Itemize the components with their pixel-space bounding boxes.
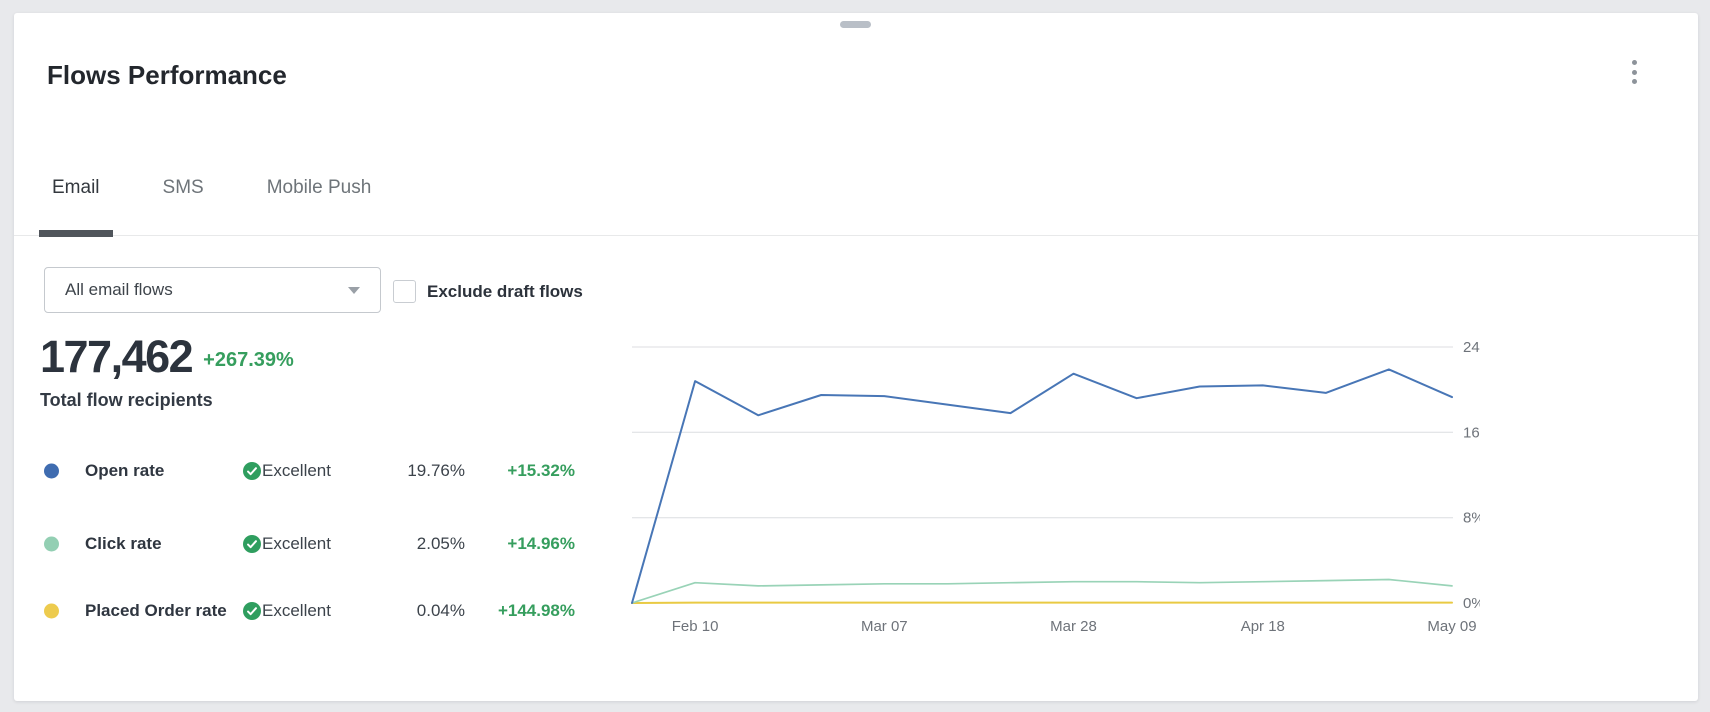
exclude-draft-label: Exclude draft flows	[427, 282, 583, 301]
metric-name: Open rate	[85, 461, 165, 480]
check-circle-icon	[243, 462, 261, 480]
check-circle-icon	[243, 602, 261, 620]
metric-name: Placed Order rate	[85, 601, 227, 620]
total-recipients-label: Total flow recipients	[40, 390, 213, 410]
tab-email[interactable]: Email	[39, 166, 113, 237]
svg-text:0%: 0%	[1463, 595, 1480, 612]
metric-delta: +14.96%	[507, 534, 575, 553]
line-chart: 24% 16% 8% 0% Feb 10 Mar 07 Mar 28 Apr 18 May 09	[631, 339, 1480, 635]
tab-sms[interactable]: SMS	[162, 177, 204, 198]
status-badge: Excellent	[243, 601, 331, 621]
series-dot	[44, 603, 59, 619]
total-recipients-row: 177,462 +267.39%	[40, 331, 294, 383]
flows-performance-card: Flows Performance Email SMS Mobile Push …	[14, 13, 1698, 701]
svg-text:Apr 18: Apr 18	[1241, 618, 1285, 635]
svg-text:16%: 16%	[1463, 424, 1480, 441]
metric-value: 0.04%	[416, 601, 465, 620]
exclude-draft-checkbox[interactable]	[393, 280, 416, 303]
metric-delta: +144.98%	[497, 601, 575, 620]
svg-text:Mar 28: Mar 28	[1050, 618, 1097, 635]
svg-text:24%: 24%	[1463, 339, 1480, 356]
channel-tabbar: Email SMS Mobile Push	[14, 166, 1698, 237]
tabs: Email SMS Mobile Push	[39, 166, 1698, 237]
kebab-dot	[1631, 79, 1637, 84]
metric-delta: +15.32%	[507, 461, 575, 480]
page-title: Flows Performance	[47, 60, 287, 90]
status-text: Excellent	[262, 461, 331, 480]
check-circle-icon	[243, 535, 261, 553]
flow-filter-value: All email flows	[65, 280, 173, 299]
kebab-dot	[1631, 69, 1637, 75]
flow-filter-select[interactable]: All email flows	[44, 267, 381, 313]
kebab-menu-icon[interactable]	[1619, 55, 1649, 89]
tab-mobile-push[interactable]: Mobile Push	[266, 177, 372, 198]
svg-text:Mar 07: Mar 07	[861, 618, 908, 635]
metric-row-open-rate: Open rate Excellent 19.76% +15.32%	[44, 437, 575, 505]
status-text: Excellent	[262, 534, 331, 553]
status-badge: Excellent	[243, 534, 331, 554]
svg-text:Feb 10: Feb 10	[672, 618, 719, 635]
metric-name: Click rate	[85, 534, 162, 553]
svg-text:May 09: May 09	[1427, 618, 1476, 635]
metric-row-placed-order-rate: Placed Order rate Excellent 0.04% +144.9…	[44, 577, 575, 645]
status-text: Excellent	[262, 601, 331, 620]
metric-value: 2.05%	[416, 534, 465, 553]
flows-performance-chart: 24% 16% 8% 0% Feb 10 Mar 07 Mar 28 Apr 18 May 09	[580, 300, 1480, 645]
kebab-dot	[1631, 60, 1637, 65]
total-recipients-value: 177,462	[40, 331, 194, 382]
series-dot	[44, 463, 59, 479]
metric-row-click-rate: Click rate Excellent 2.05% +14.96%	[44, 510, 575, 578]
metric-value: 19.76%	[407, 461, 465, 480]
drag-handle[interactable]	[840, 21, 871, 28]
status-badge: Excellent	[243, 461, 331, 481]
series-dot	[44, 536, 59, 552]
chevron-down-icon	[348, 286, 360, 294]
total-recipients-delta: +267.39%	[203, 348, 294, 371]
svg-text:8%: 8%	[1463, 510, 1480, 527]
